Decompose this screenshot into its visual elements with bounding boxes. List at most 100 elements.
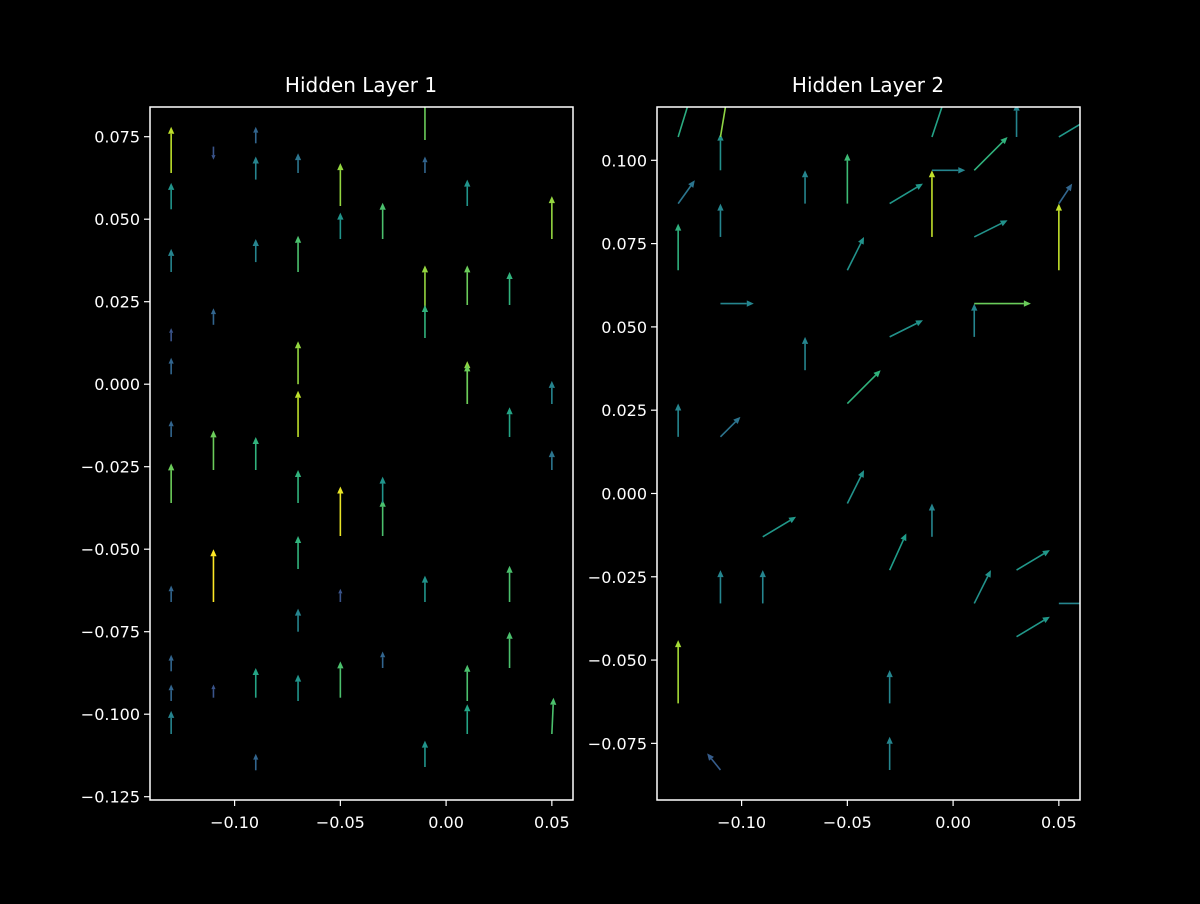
y-axis-ticks: 0.075 0.050 0.025 0.000 −0.025 −0.050 −0.075 −0… <box>81 128 150 807</box>
arrow-layer <box>675 107 1080 771</box>
quiver-arrow <box>719 107 727 138</box>
x-tick-label: −0.10 <box>210 813 259 832</box>
y-tick-label: −0.075 <box>588 734 647 753</box>
quiver-arrow <box>1058 602 1080 605</box>
quiver-arrow <box>294 390 302 437</box>
quiver-arrow <box>253 126 259 144</box>
y-tick-label: 0.000 <box>601 484 647 503</box>
quiver-arrow <box>252 668 259 698</box>
quiver-arrow <box>759 570 766 604</box>
x-axis-ticks: −0.10 −0.05 0.00 0.05 <box>210 800 570 832</box>
quiver-arrow <box>252 239 259 263</box>
quiver-arrow <box>1016 616 1050 638</box>
quiver-arrow <box>677 180 695 205</box>
quiver-arrow <box>720 300 754 307</box>
quiver-arrow <box>717 203 724 237</box>
y-tick-label: −0.125 <box>81 788 140 807</box>
y-tick-label: −0.050 <box>588 651 647 670</box>
quiver-arrow <box>844 153 851 204</box>
quiver-arrow <box>294 153 302 173</box>
y-tick-label: 0.050 <box>601 318 647 337</box>
y-axis-ticks: 0.100 0.075 0.050 0.025 0.000 −0.025 −0.050 −0.… <box>588 151 657 753</box>
axes-frame <box>656 106 1081 801</box>
quiver-arrow <box>168 684 174 701</box>
quiver-arrow <box>506 631 513 668</box>
quiver-arrow <box>846 370 881 405</box>
quiver-arrow <box>421 265 429 309</box>
quiver-arrow <box>677 107 689 138</box>
quiver-arrow <box>675 223 682 271</box>
y-tick-label: 0.075 <box>601 235 647 254</box>
quiver-arrow <box>762 516 797 538</box>
quiver-arrow <box>294 235 302 272</box>
x-tick-label: 0.05 <box>1041 813 1077 832</box>
quiver-arrow <box>464 704 471 734</box>
panel-hidden-layer-1: Hidden Layer 1 −0.10 −0.05 0.00 0.05 0.0750… <box>81 73 574 832</box>
quiver-arrow <box>210 430 217 470</box>
quiver-arrow <box>888 533 907 571</box>
quiver-arrow <box>548 196 555 239</box>
y-tick-label: −0.025 <box>588 568 647 587</box>
quiver-arrow <box>337 163 344 206</box>
y-tick-label: 0.075 <box>94 128 140 147</box>
quiver-arrow <box>846 236 865 271</box>
quiver-arrow <box>379 202 386 239</box>
quiver-arrow <box>846 470 865 504</box>
quiver-arrow <box>971 303 978 337</box>
quiver-arrow <box>380 651 386 668</box>
chart-title: Hidden Layer 2 <box>792 73 944 97</box>
x-axis-ticks: −0.10 −0.05 0.00 0.05 <box>717 800 1077 832</box>
quiver-arrow <box>169 328 174 342</box>
quiver-arrow <box>889 183 923 205</box>
quiver-arrow <box>379 476 386 503</box>
y-tick-label: 0.100 <box>601 151 647 170</box>
y-tick-label: 0.000 <box>94 375 140 394</box>
quiver-arrow <box>294 470 302 503</box>
quiver-arrow <box>1058 183 1073 205</box>
quiver-arrow <box>168 585 174 602</box>
y-tick-label: 0.025 <box>601 401 647 420</box>
quiver-arrow <box>294 608 302 632</box>
quiver-arrow <box>506 272 513 305</box>
quiver-arrow <box>973 136 1008 171</box>
quiver-arrow <box>548 450 555 470</box>
quiver-arrow <box>253 753 259 771</box>
quiver-arrow <box>1058 123 1080 138</box>
quiver-arrow <box>337 212 344 239</box>
quiver-arrow <box>801 336 809 371</box>
x-tick-label: −0.05 <box>316 813 365 832</box>
quiver-arrow <box>550 697 557 735</box>
quiver-arrow <box>379 499 386 536</box>
quiver-arrow <box>168 654 174 672</box>
x-tick-label: 0.00 <box>428 813 464 832</box>
y-tick-label: −0.025 <box>81 458 140 477</box>
quiver-arrow <box>973 570 991 604</box>
y-tick-label: 0.050 <box>94 210 140 229</box>
quiver-arrow <box>931 107 943 138</box>
quiver-arrow <box>506 407 513 437</box>
quiver-arrow <box>337 486 344 536</box>
quiver-arrow <box>168 248 175 272</box>
quiver-arrow <box>675 403 682 437</box>
quiver-arrow <box>421 305 429 338</box>
quiver-arrow <box>168 357 174 375</box>
quiver-arrow <box>464 179 471 206</box>
quiver-arrow <box>1055 203 1062 271</box>
y-tick-label: −0.100 <box>81 705 140 724</box>
quiver-arrow <box>719 416 741 438</box>
quiver-arrow <box>973 220 1008 238</box>
quiver-arrow <box>294 341 302 385</box>
quiver-arrow <box>168 420 174 437</box>
quiver-arrow <box>337 661 344 698</box>
quiver-arrow <box>974 300 1031 307</box>
quiver-arrow <box>422 156 428 173</box>
y-tick-label: −0.075 <box>81 623 140 642</box>
quiver-arrow <box>211 146 216 160</box>
arrow-layer <box>168 107 557 771</box>
quiver-arrow <box>886 736 893 771</box>
quiver-arrow <box>717 133 724 171</box>
quiver-arrow <box>548 380 555 404</box>
quiver-arrow <box>338 588 343 602</box>
